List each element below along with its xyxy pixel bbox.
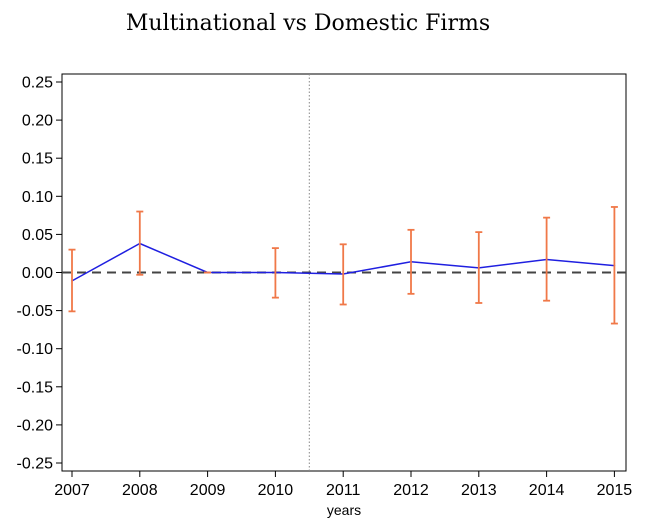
y-tick-label: 0.05: [22, 227, 53, 244]
error-bars: [68, 206, 618, 325]
x-tick-label: 2015: [597, 482, 633, 499]
error-bar: [68, 248, 76, 313]
y-tick-label: 0.25: [22, 75, 53, 92]
y-tick-label: 0.20: [22, 113, 53, 130]
y-tick-label: 0.00: [22, 265, 53, 282]
x-tick-label: 2010: [258, 482, 294, 499]
x-tick-label: 2007: [54, 482, 90, 499]
x-tick-label: 2009: [190, 482, 226, 499]
y-tick-label: 0.15: [22, 151, 53, 168]
x-tick-label: 2011: [326, 482, 361, 499]
x-tick-label: 2008: [122, 482, 158, 499]
error-bar: [407, 228, 415, 295]
error-bar: [271, 247, 279, 299]
x-axis: 2007 2008 2009 2010 2011 2012 2013 2014 2015: [54, 471, 632, 499]
error-bar: [475, 231, 483, 304]
error-bar: [610, 206, 618, 325]
y-tick-label: -0.20: [17, 417, 54, 434]
error-bar: [339, 243, 347, 306]
y-tick-label: -0.05: [17, 303, 54, 320]
y-tick-label: -0.10: [17, 341, 54, 358]
y-axis: 0.25 0.20 0.15 0.10 0.05 0.00 -0.05 -0.10 -0.15 -…: [17, 75, 62, 473]
reference-lines: [62, 74, 626, 471]
y-tick-label: -0.25: [17, 456, 54, 473]
error-bar: [543, 216, 551, 302]
chart-title: Multinational vs Domestic Firms: [126, 11, 490, 36]
x-axis-label: years: [327, 502, 361, 518]
x-tick-label: 2013: [461, 482, 497, 499]
x-tick-label: 2014: [529, 482, 565, 499]
y-tick-label: 0.10: [22, 189, 53, 206]
x-tick-label: 2012: [393, 482, 429, 499]
y-tick-label: -0.15: [17, 379, 54, 396]
error-bar: [136, 210, 144, 276]
